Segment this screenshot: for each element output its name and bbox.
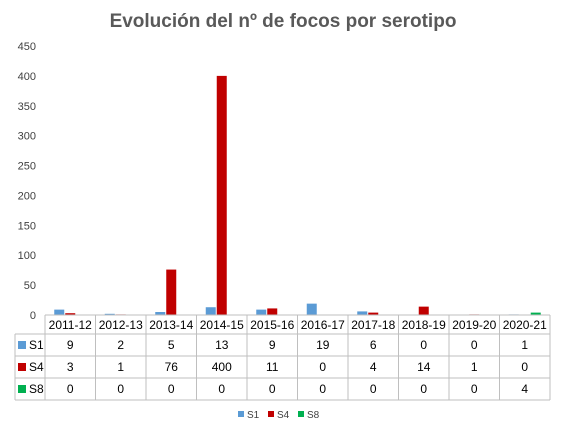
plot-area: [54, 75, 541, 315]
legend-label: S8: [307, 410, 320, 421]
x-tick-label: 2014-15: [200, 318, 244, 332]
bar-s4: [418, 306, 429, 315]
data-label: 0: [521, 360, 528, 374]
table-row-label: S4: [29, 360, 44, 374]
data-label: 0: [218, 382, 225, 396]
x-tick-label: 2013-14: [149, 318, 193, 332]
table-key-s1: [18, 341, 26, 349]
data-label: 9: [67, 338, 74, 352]
table-row-label: S8: [29, 382, 44, 396]
bar-s1: [104, 313, 115, 315]
data-label: 0: [370, 382, 377, 396]
data-table: 2011-12 2012-13 2013-14 2014-15 2015-16 2016-…: [14, 314, 551, 401]
y-tick-label: 250: [18, 161, 36, 173]
data-label: 3: [67, 360, 74, 374]
bar-s1: [357, 311, 368, 315]
table-row-label: S1: [29, 338, 44, 352]
chart-title: Evolución del nº de focos por serotipo: [110, 11, 457, 32]
data-label: 1: [521, 338, 528, 352]
y-tick-label: 350: [18, 101, 36, 113]
x-tick-label: 2020-21: [503, 318, 547, 332]
data-label: 19: [316, 338, 330, 352]
x-tick-label: 2019-20: [452, 318, 496, 332]
y-tick-label: 100: [18, 250, 36, 262]
x-tick-label: 2017-18: [351, 318, 395, 332]
legend: S1 S4 S8: [238, 410, 320, 421]
x-tick-label: 2015-16: [250, 318, 294, 332]
data-label: 0: [319, 360, 326, 374]
data-label: 1: [117, 360, 124, 374]
legend-label: S4: [277, 410, 290, 421]
data-label: 0: [471, 338, 478, 352]
y-axis: 0 50 100 150 200 250 300 350 400 450: [18, 41, 36, 322]
bar-s4: [65, 313, 76, 315]
y-tick-label: 300: [18, 131, 36, 143]
bar-s1: [205, 307, 216, 315]
y-tick-label: 0: [30, 310, 36, 322]
data-label: 0: [420, 338, 427, 352]
bar-s1: [306, 303, 317, 315]
legend-label: S1: [247, 410, 260, 421]
legend-swatch-s1: [238, 411, 244, 417]
data-label: 4: [370, 360, 377, 374]
x-tick-label: 2012-13: [99, 318, 143, 332]
bar-s8: [530, 312, 541, 315]
data-label: 0: [67, 382, 74, 396]
data-label: 400: [212, 360, 232, 374]
data-label: 13: [215, 338, 229, 352]
data-label: 6: [370, 338, 377, 352]
y-tick-label: 400: [18, 71, 36, 83]
x-tick-label: 2016-17: [301, 318, 345, 332]
bar-s1: [54, 309, 65, 315]
bar-s1: [155, 312, 166, 315]
data-label: 2: [117, 338, 124, 352]
data-label: 9: [269, 338, 276, 352]
bar-s4: [166, 269, 177, 315]
x-tick-label: 2018-19: [402, 318, 446, 332]
data-label: 0: [168, 382, 175, 396]
table-key-s8: [18, 385, 26, 393]
data-label: 4: [521, 382, 528, 396]
bar-s1: [256, 309, 267, 315]
table-key-s4: [18, 363, 26, 371]
data-label: 0: [420, 382, 427, 396]
y-tick-label: 450: [18, 41, 36, 53]
legend-swatch-s4: [268, 411, 274, 417]
data-label: 0: [471, 382, 478, 396]
legend-swatch-s8: [298, 411, 304, 417]
bar-s4: [368, 312, 379, 315]
data-label: 5: [168, 338, 175, 352]
data-label: 11: [266, 360, 279, 374]
bar-s4: [216, 75, 227, 315]
data-label: 0: [269, 382, 276, 396]
bar-s4: [267, 308, 278, 315]
data-label: 14: [417, 360, 431, 374]
x-tick-label: 2011-12: [49, 318, 92, 332]
data-label: 76: [165, 360, 179, 374]
y-tick-label: 150: [18, 220, 36, 232]
data-label: 0: [319, 382, 326, 396]
y-tick-label: 200: [18, 190, 36, 202]
data-label: 0: [117, 382, 124, 396]
data-label: 1: [471, 360, 478, 374]
y-tick-label: 50: [24, 280, 36, 292]
